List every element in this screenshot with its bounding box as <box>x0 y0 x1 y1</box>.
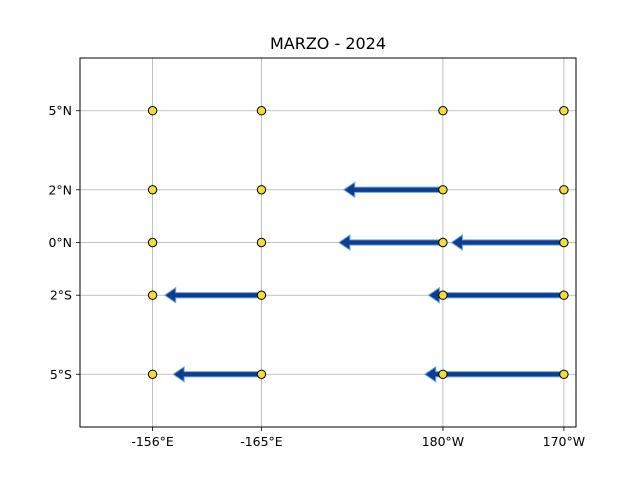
grid-point-marker <box>559 106 569 116</box>
y-tick-label: 5°S <box>50 367 72 382</box>
x-tick-label: 170°W <box>543 434 585 449</box>
wind-vectors <box>163 181 565 383</box>
grid-points <box>147 106 569 379</box>
grid-point-marker <box>559 185 569 195</box>
x-tick-label: -165°E <box>240 434 283 449</box>
wind-arrow <box>338 234 444 251</box>
grid-point-marker <box>559 237 569 248</box>
grid-point-marker <box>147 106 158 116</box>
chart-title: MARZO - 2024 <box>270 34 386 53</box>
grid-point-marker <box>438 106 448 116</box>
grid-point-marker <box>256 237 267 248</box>
grid-point-marker <box>438 237 448 248</box>
grid-point-marker <box>256 290 267 300</box>
wind-arrow <box>423 365 565 383</box>
x-tick-label: 180°W <box>422 434 464 449</box>
grid-point-marker <box>438 369 448 379</box>
grid-point-marker <box>147 185 158 195</box>
grid-point-marker <box>559 369 569 379</box>
wind-arrow <box>427 286 565 304</box>
grid-point-marker <box>438 185 448 195</box>
grid-point-marker <box>256 106 267 116</box>
grid-point-marker <box>147 290 158 300</box>
grid-point-marker <box>147 369 158 379</box>
x-tick-label: -156°E <box>131 434 174 449</box>
grid-point-marker <box>256 369 267 379</box>
y-tick-label: 2°N <box>48 182 72 197</box>
y-tick-label: 5°N <box>48 103 72 118</box>
axis-ticks: -156°E -165°E 180°W 170°W 5°N 2°N 0°N 2°S 5°S <box>48 103 585 449</box>
y-tick-label: 2°S <box>50 288 72 303</box>
grid-point-marker <box>256 185 267 195</box>
grid-point-marker <box>147 237 158 248</box>
wind-arrow <box>450 234 565 251</box>
wind-arrow <box>163 286 262 304</box>
y-tick-label: 0°N <box>48 235 72 250</box>
grid-point-marker <box>438 290 448 300</box>
wind-arrow <box>172 365 262 383</box>
grid-point-marker <box>559 290 569 300</box>
wind-arrow <box>342 181 444 199</box>
